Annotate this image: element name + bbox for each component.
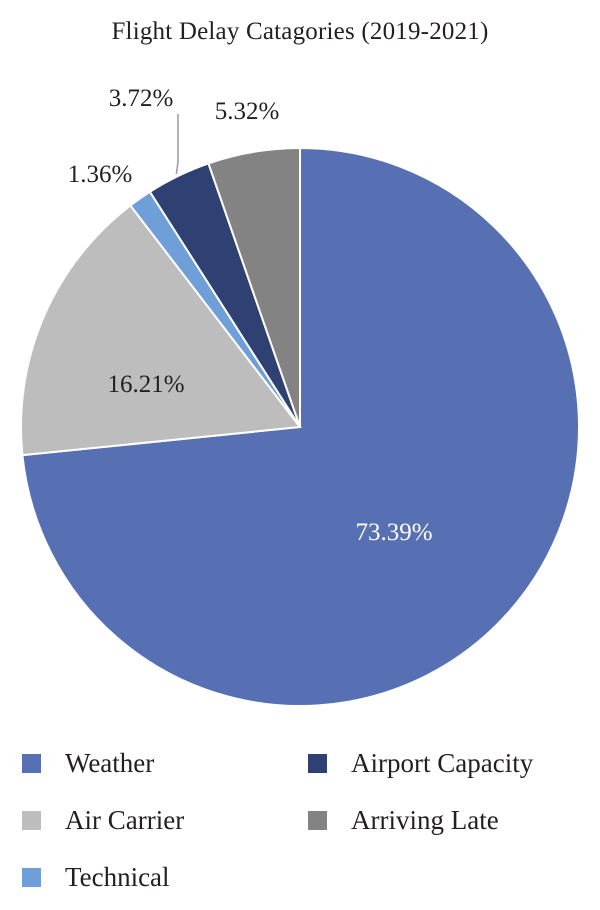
legend-item-technical: Technical (22, 862, 170, 892)
pie-slice-air-carrier (20, 204, 302, 457)
legend-item-arriving-late: Arriving Late (308, 805, 499, 835)
legend-swatch (22, 810, 41, 830)
legend-label: Technical (65, 861, 170, 892)
legend-item-airport-capacity: Airport Capacity (308, 748, 533, 778)
leader-line-airport-capacity (175, 114, 179, 175)
legend-label: Arriving Late (351, 804, 499, 835)
legend-swatch (308, 810, 327, 830)
pie-chart: 73.39% 16.21% 1.36% 3.72% 5.32% (20, 85, 580, 707)
legend-item-air-carrier: Air Carrier (22, 805, 184, 835)
data-label-air-carrier: 16.21% (107, 371, 184, 398)
pie-slice-arriving-late (207, 146, 301, 428)
legend-swatch (22, 867, 41, 887)
data-label-airport-capacity: 3.72% (109, 85, 174, 112)
legend-item-weather: Weather (22, 748, 154, 778)
data-label-technical: 1.36% (68, 161, 133, 188)
legend-swatch (308, 753, 327, 773)
chart-title: Flight Delay Catagories (2019-2021) (111, 18, 489, 45)
legend-label: Weather (65, 747, 155, 778)
legend-swatch (22, 753, 41, 773)
data-label-arriving-late: 5.32% (215, 98, 280, 125)
data-label-weather: 73.39% (355, 519, 432, 546)
legend-label: Airport Capacity (351, 747, 534, 778)
legend-label: Air Carrier (65, 804, 185, 835)
